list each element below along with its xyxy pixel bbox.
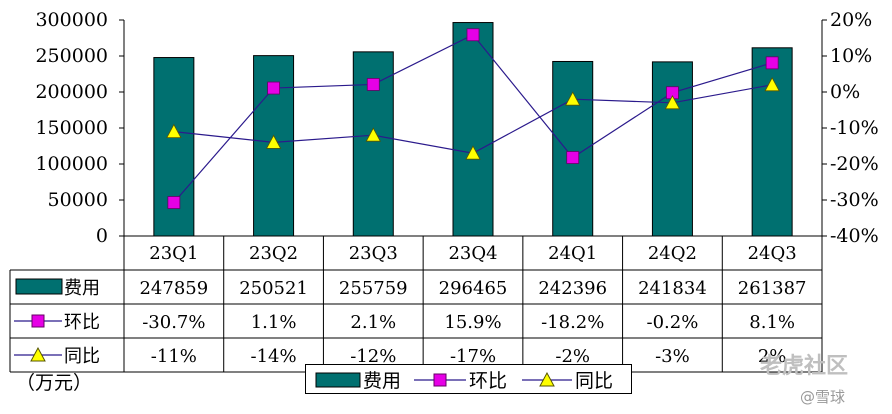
- cell-value: 296465: [439, 278, 508, 299]
- bar-23Q1: [153, 57, 195, 237]
- category-label: 23Q2: [249, 243, 298, 264]
- cell-value: 2%: [758, 346, 787, 367]
- yoy-point-23Q4: [465, 145, 481, 160]
- cell-value: -11%: [151, 346, 197, 367]
- cell-value: 242396: [538, 278, 607, 299]
- yoy-point-24Q3: [764, 76, 780, 92]
- watermark: 老虎社区: [760, 354, 849, 379]
- cell-value: -0.2%: [647, 312, 699, 333]
- row-name: 费用: [64, 278, 100, 299]
- watermark-source: @雪球: [800, 388, 846, 406]
- qoq-point-24Q3: [765, 56, 779, 70]
- left-tick-label: 200000: [35, 81, 108, 103]
- legend-label-fee: 费用: [363, 370, 401, 392]
- cell-value: -14%: [251, 346, 297, 367]
- left-tick-label: 100000: [35, 153, 108, 175]
- qoq-point-23Q4: [466, 28, 480, 42]
- legend-label-yoy: 同比: [575, 370, 613, 392]
- category-label: 23Q3: [349, 243, 398, 264]
- cell-value: 8.1%: [749, 312, 795, 333]
- cell-value: 261387: [738, 278, 807, 299]
- left-tick-label: 150000: [35, 117, 108, 139]
- yoy-point-23Q1: [166, 123, 182, 139]
- right-tick-label: 10%: [830, 45, 872, 67]
- qoq-point-23Q1: [167, 196, 181, 209]
- right-tick-label: -20%: [830, 153, 879, 175]
- legend-label-qoq: 环比: [469, 370, 507, 392]
- right-tick-label: 0%: [830, 81, 860, 103]
- cell-value: 255759: [339, 278, 408, 299]
- cell-value: 15.9%: [444, 312, 501, 333]
- qoq-point-23Q3: [366, 78, 380, 91]
- legend-bar-swatch: [315, 372, 361, 388]
- qoq-point-24Q1: [566, 151, 580, 164]
- unit-label: （万元）: [16, 372, 93, 394]
- cell-value: -2%: [555, 346, 590, 367]
- yoy-point-23Q2: [265, 134, 282, 149]
- left-tick-label: 50000: [48, 189, 108, 211]
- row-key-marker: [31, 314, 45, 328]
- legend-graphic: 费用 环比 同比: [315, 370, 613, 392]
- legend: 费用 环比 同比: [305, 364, 632, 394]
- row-key-bar: [15, 278, 63, 295]
- legend-marker-yoy: [539, 371, 555, 387]
- right-tick-label: 20%: [830, 9, 872, 31]
- yoy-point-24Q2: [664, 94, 681, 110]
- cell-value: -18.2%: [541, 312, 604, 333]
- cell-value: -30.7%: [142, 312, 205, 333]
- cell-value: 247859: [139, 278, 208, 299]
- category-label: 23Q4: [448, 243, 497, 264]
- bar-24Q3: [751, 47, 793, 237]
- cell-value: 241834: [638, 278, 707, 299]
- left-tick-label: 250000: [35, 45, 108, 67]
- right-tick-label: -10%: [830, 117, 879, 139]
- cell-value: 250521: [239, 278, 308, 299]
- category-label: 24Q2: [648, 243, 697, 264]
- cell-value: -3%: [655, 346, 690, 367]
- row-key-marker: [30, 346, 46, 362]
- category-label: 24Q3: [748, 243, 797, 264]
- yoy-point-23Q3: [365, 127, 381, 142]
- right-tick-label: -40%: [830, 225, 879, 247]
- bar-23Q4: [452, 22, 494, 237]
- cell-value: 2.1%: [350, 312, 396, 333]
- left-tick-label: 0: [96, 225, 108, 247]
- legend-marker-qoq: [433, 373, 447, 387]
- qoq-point-23Q2: [267, 81, 280, 95]
- right-tick-label: -30%: [830, 189, 879, 211]
- cell-value: -12%: [350, 346, 396, 367]
- category-label: 23Q1: [149, 243, 198, 264]
- yoy-point-24Q1: [565, 91, 581, 106]
- row-name: 环比: [64, 312, 100, 333]
- category-label: 24Q1: [548, 243, 597, 264]
- row-name: 同比: [64, 346, 100, 367]
- cell-value: 1.1%: [251, 312, 297, 333]
- cell-value: -17%: [450, 346, 496, 367]
- left-tick-label: 300000: [35, 9, 108, 31]
